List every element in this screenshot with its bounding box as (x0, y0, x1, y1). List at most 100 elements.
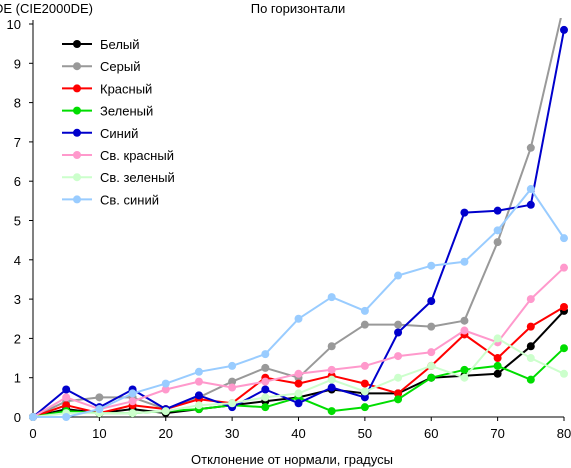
legend-label: Св. красный (100, 148, 174, 163)
legend: Белый Серый Красный Зеленый Синий Св. красный… (62, 37, 175, 207)
data-point (261, 385, 270, 394)
data-point (460, 316, 469, 325)
data-point (427, 297, 436, 306)
data-point (294, 389, 303, 398)
data-point (526, 185, 535, 194)
data-point (95, 393, 104, 402)
data-point (526, 322, 535, 331)
data-point (394, 395, 403, 404)
data-point (327, 383, 336, 392)
legend-swatch-marker (73, 195, 81, 204)
data-point (128, 409, 137, 418)
y-tick-label: 8 (14, 96, 21, 111)
legend-label: Св. зеленый (100, 170, 175, 185)
data-point (493, 206, 502, 215)
legend-swatch-marker (73, 106, 81, 115)
legend-swatch-marker (73, 84, 81, 93)
data-point (161, 385, 170, 394)
data-point (228, 383, 237, 392)
data-point (526, 295, 535, 304)
data-point (526, 375, 535, 384)
data-point (360, 361, 369, 370)
data-point (327, 342, 336, 351)
legend-label: Серый (100, 59, 140, 74)
data-point (560, 302, 568, 311)
data-point (194, 367, 203, 376)
legend-item-7: Св. зеленый (62, 170, 175, 185)
data-point (128, 389, 137, 398)
data-point (360, 393, 369, 402)
legend-label: Зеленый (100, 104, 153, 119)
data-point (460, 326, 469, 335)
data-point (526, 354, 535, 363)
legend-swatch-marker (73, 128, 81, 137)
data-point (427, 373, 436, 382)
data-point (161, 407, 170, 416)
data-point (360, 387, 369, 396)
legend-swatch-marker (73, 151, 81, 159)
data-point (62, 401, 71, 410)
data-point (560, 234, 568, 243)
x-tick-label: 0 (29, 426, 36, 441)
x-tick-label: 30 (225, 426, 239, 441)
data-point (493, 361, 502, 370)
series-8 (29, 185, 568, 421)
x-tick-label: 80 (557, 426, 571, 441)
data-point (327, 375, 336, 384)
data-point (493, 354, 502, 363)
y-tick-label: 7 (14, 135, 21, 150)
data-point (194, 391, 203, 400)
data-point (460, 257, 469, 266)
data-point (194, 401, 203, 410)
chart-title: По горизонтали (251, 1, 345, 16)
data-point (394, 320, 403, 329)
data-point (560, 369, 568, 378)
axes: 0 1 2 3 4 5 6 7 8 9 10 0 10 20 30 40 50 60 70 80 (7, 17, 571, 441)
data-point (62, 393, 71, 402)
data-point (360, 306, 369, 315)
data-point (360, 403, 369, 412)
legend-item-5: Синий (62, 126, 138, 141)
y-tick-label: 10 (7, 17, 21, 32)
data-point (62, 385, 71, 394)
y-tick-label: 2 (14, 331, 21, 346)
x-tick-label: 50 (358, 426, 372, 441)
y-tick-label: 5 (14, 214, 21, 229)
data-point (360, 379, 369, 388)
data-point (228, 361, 237, 370)
data-point (427, 348, 436, 357)
y-tick-label: 1 (14, 371, 21, 386)
data-point (228, 399, 237, 408)
y-tick-label: 3 (14, 292, 21, 307)
y-tick-label: 9 (14, 56, 21, 71)
data-point (493, 334, 502, 343)
data-point (194, 377, 203, 386)
data-point (29, 413, 37, 421)
data-point (394, 352, 403, 361)
data-point (294, 379, 303, 388)
legend-label: Синий (100, 126, 138, 141)
legend-item-6: Св. красный (62, 148, 174, 163)
data-point (560, 0, 568, 8)
data-point (228, 377, 237, 386)
legend-item-8: Св. синий (62, 192, 159, 207)
data-point (360, 320, 369, 329)
data-point (261, 363, 270, 372)
legend-label: Белый (100, 37, 140, 52)
y-tick-label: 4 (14, 253, 21, 268)
data-point (460, 365, 469, 374)
data-point (294, 314, 303, 323)
series-layer (29, 0, 568, 421)
legend-label: Красный (100, 81, 152, 96)
data-point (526, 342, 535, 351)
data-point (261, 403, 270, 412)
data-point (95, 405, 104, 414)
data-point (427, 361, 436, 370)
data-point (460, 373, 469, 382)
data-point (394, 389, 403, 398)
data-point (460, 208, 469, 217)
data-point (560, 344, 568, 353)
x-axis-title: Отклонение от нормали, градусы (191, 452, 393, 467)
